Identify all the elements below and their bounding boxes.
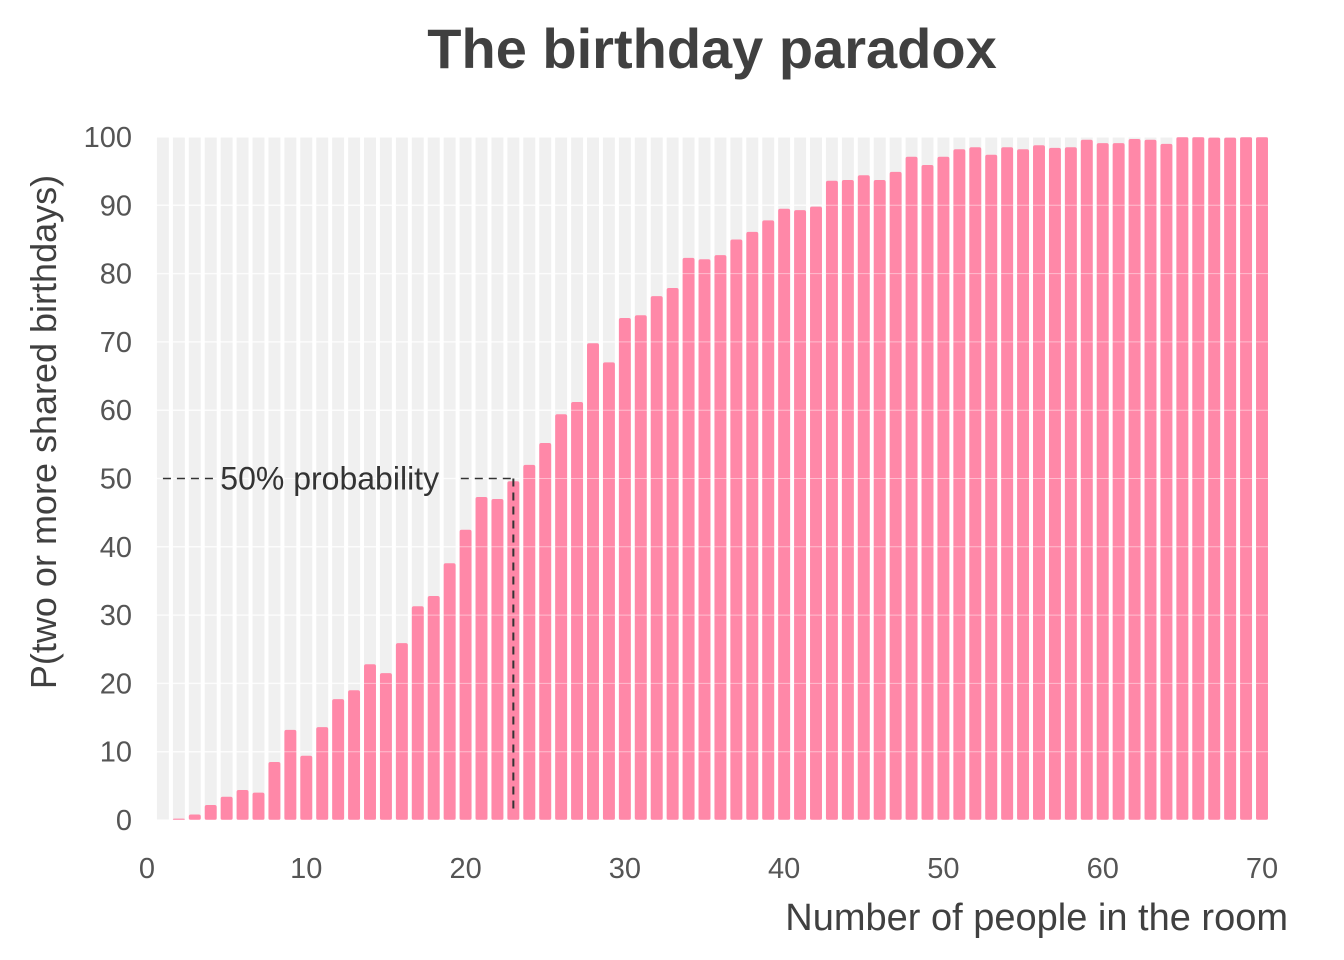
- bar-41: [794, 210, 807, 820]
- bar-50: [937, 156, 950, 820]
- y-tick-label: 80: [100, 259, 132, 291]
- x-tick-label: 20: [449, 853, 481, 885]
- bar-20: [459, 529, 472, 820]
- bar-6: [236, 789, 249, 820]
- bar-40: [778, 208, 791, 821]
- bar-9: [284, 729, 297, 820]
- bar-37: [730, 239, 743, 820]
- bar-21: [475, 496, 488, 820]
- bar-29: [602, 362, 615, 820]
- bar-65: [1176, 137, 1189, 820]
- y-tick-label: 20: [100, 668, 132, 700]
- bars: [156, 136, 1269, 821]
- bar-35: [698, 259, 711, 821]
- bar-16: [395, 643, 408, 820]
- bar-58: [1064, 147, 1077, 820]
- bar-68: [1224, 137, 1237, 821]
- y-tick-label: 100: [84, 122, 132, 154]
- bar-38: [746, 231, 759, 820]
- y-axis-ticks: 0 10 20 30 40 50 60 70 80 90 100: [84, 122, 132, 837]
- y-tick-label: 10: [100, 737, 132, 769]
- bar-42: [810, 206, 822, 820]
- bar-4: [204, 804, 217, 820]
- bar-27: [571, 402, 584, 820]
- bar-56: [1033, 145, 1045, 821]
- x-tick-label: 50: [927, 853, 959, 885]
- bar-57: [1048, 147, 1061, 821]
- bar-26: [555, 414, 568, 820]
- bar-19: [443, 563, 456, 820]
- bar-18: [427, 595, 440, 820]
- y-tick-label: 40: [100, 532, 132, 564]
- bar-52: [969, 147, 982, 820]
- bar-11: [316, 727, 329, 820]
- bar-59: [1080, 139, 1093, 820]
- y-tick-label: 60: [100, 395, 132, 427]
- bar-8: [268, 761, 281, 820]
- bar-53: [985, 154, 998, 820]
- bar-17: [411, 606, 424, 820]
- bar-46: [873, 180, 886, 821]
- x-tick-label: 0: [139, 853, 155, 885]
- bar-49: [921, 165, 934, 821]
- bar-22: [491, 498, 504, 820]
- x-tick-label: 60: [1087, 853, 1119, 885]
- y-axis-label: P(two or more shared birthdays): [23, 175, 64, 689]
- x-axis-label: Number of people in the room: [785, 897, 1288, 939]
- bar-36: [714, 255, 727, 820]
- bar-44: [841, 180, 854, 821]
- x-tick-label: 40: [768, 853, 800, 885]
- bar-2: [172, 818, 185, 820]
- bar-48: [905, 156, 918, 820]
- bar-67: [1208, 137, 1221, 821]
- bar-24: [523, 464, 536, 820]
- y-tick-label: 90: [100, 190, 132, 222]
- x-tick-label: 70: [1246, 853, 1278, 885]
- bar-62: [1128, 139, 1141, 820]
- y-tick-label: 0: [116, 805, 132, 837]
- bar-31: [634, 315, 647, 820]
- bar-66: [1192, 137, 1205, 820]
- y-tick-label: 50: [100, 464, 132, 496]
- bar-39: [762, 220, 775, 821]
- bar-54: [1001, 147, 1014, 820]
- bar-12: [332, 699, 345, 820]
- bar-45: [857, 175, 870, 821]
- x-axis-ticks: 0 10 20 30 40 50 60 70: [139, 853, 1278, 885]
- bar-47: [889, 171, 902, 820]
- annotation: 50% probability: [162, 461, 515, 810]
- chart-title: The birthday paradox: [427, 17, 996, 80]
- annotation-label: 50% probability: [220, 461, 439, 497]
- bar-60: [1096, 143, 1109, 821]
- x-tick-label: 30: [609, 853, 641, 885]
- bar-51: [953, 149, 966, 820]
- bar-13: [348, 690, 361, 820]
- bar-32: [650, 296, 663, 820]
- bar-15: [379, 673, 392, 820]
- bar-69: [1240, 137, 1253, 820]
- bar-55: [1017, 149, 1030, 820]
- bar-61: [1112, 143, 1125, 821]
- bar-3: [188, 814, 201, 820]
- y-tick-label: 30: [100, 600, 132, 632]
- bar-14: [364, 664, 376, 820]
- bar-33: [666, 287, 679, 820]
- bar-25: [539, 442, 552, 820]
- bar-28: [587, 343, 599, 820]
- bar-64: [1160, 143, 1173, 820]
- bar-43: [825, 180, 838, 820]
- bar-34: [682, 257, 695, 820]
- bar-70: [1256, 137, 1268, 820]
- bar-7: [252, 792, 265, 820]
- x-tick-label: 10: [290, 853, 322, 885]
- bar-10: [300, 755, 313, 820]
- y-tick-label: 70: [100, 327, 132, 359]
- bar-30: [618, 317, 631, 820]
- bar-5: [220, 796, 233, 820]
- bar-63: [1144, 139, 1157, 820]
